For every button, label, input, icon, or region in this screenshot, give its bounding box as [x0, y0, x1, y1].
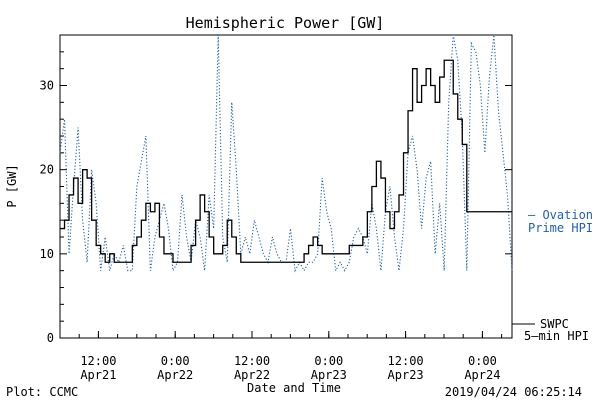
x-tick-label-date: Apr23: [388, 368, 424, 382]
series-layer: [59, 34, 513, 273]
y-tick-label: 20: [40, 163, 54, 177]
y-tick-label: 30: [40, 79, 54, 93]
legend-ovation-line2: Prime HPI: [528, 221, 593, 235]
x-axis: 12:00Apr210:00Apr2212:00Apr220:00Apr2312…: [59, 331, 503, 382]
y-axis-label: P [GW]: [5, 164, 19, 207]
x-tick-label-time: 12:00: [80, 354, 116, 368]
footer-timestamp: 2019/04/24 06:25:14: [445, 385, 582, 399]
legend-ovation-line1: – Ovation: [528, 208, 593, 222]
x-tick-label-time: 12:00: [234, 354, 270, 368]
chart-title: Hemispheric Power [GW]: [186, 14, 385, 32]
x-tick-label-time: 0:00: [314, 354, 343, 368]
x-axis-label: Date and Time: [247, 381, 341, 395]
legend-swpc-line1: SWPC: [540, 317, 569, 331]
plot-frame: [59, 34, 513, 339]
x-tick-label-time: 0:00: [468, 354, 497, 368]
x-tick-label-date: Apr23: [311, 368, 347, 382]
x-tick-label-date: Apr24: [464, 368, 500, 382]
footer-credit: Plot: CCMC: [6, 385, 78, 399]
x-tick-label-date: Apr22: [157, 368, 193, 382]
legend: – Ovation Prime HPI SWPC 5–min HPI: [512, 208, 593, 343]
y-tick-label: 10: [40, 247, 54, 261]
x-tick-label-time: 0:00: [161, 354, 190, 368]
x-tick-label-date: Apr22: [234, 368, 270, 382]
series-line-swpc: [60, 59, 512, 263]
legend-swpc-line2: 5–min HPI: [524, 329, 589, 343]
x-tick-label-date: Apr21: [80, 368, 116, 382]
y-tick-label: 0: [47, 331, 54, 345]
x-tick-label-time: 12:00: [388, 354, 424, 368]
y-axis: 0 10 20 30: [40, 34, 512, 345]
